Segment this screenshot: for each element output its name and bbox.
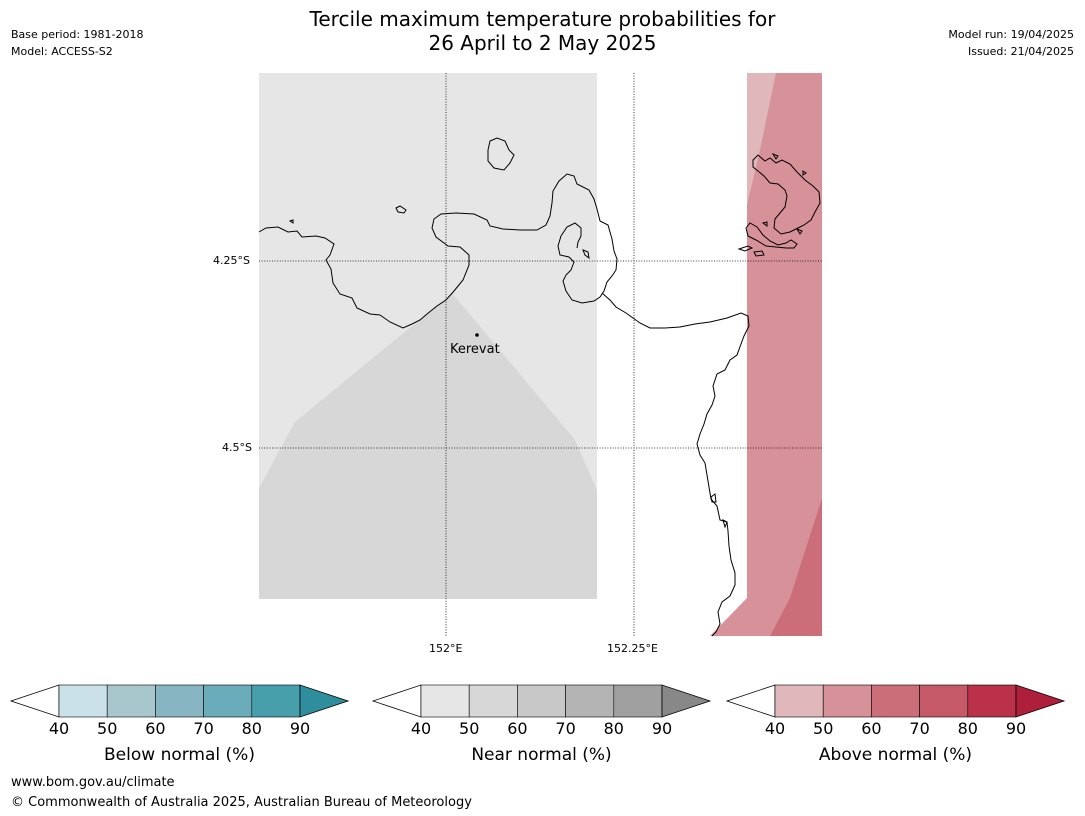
near-segment-3 [565, 684, 615, 718]
colorbar-near-normal [371, 684, 712, 718]
above-lower-extension [725, 684, 776, 718]
above-segment-4 [967, 684, 1017, 718]
above-tick-label: 80 [957, 719, 978, 738]
above-segment-1 [822, 684, 872, 718]
above-tick-label: 40 [764, 719, 786, 738]
near-tick-label: 60 [507, 719, 528, 738]
below-segment-0 [58, 684, 108, 718]
below-segment-4 [251, 684, 301, 718]
near-tick-label: 70 [555, 719, 576, 738]
near-upper-extension [661, 684, 712, 718]
colorbars [9, 684, 1066, 718]
meta-right: Model run: 19/04/2025 Issued: 21/04/2025 [948, 26, 1074, 60]
near-segment-1 [468, 684, 518, 718]
above-upper-extension [1015, 684, 1066, 718]
above-normal-label: Above normal (%) [818, 745, 973, 765]
lon-label-152: 152°E [429, 642, 463, 655]
place-label-kerevat: Kerevat [450, 342, 500, 357]
near-tick-label: 90 [651, 719, 673, 738]
above-tick-label: 70 [909, 719, 930, 738]
model-run-text: Model run: 19/04/2025 [948, 28, 1074, 41]
forecast-map [258, 73, 822, 637]
above-normal-60-region [770, 498, 822, 636]
kerevat-marker [475, 333, 479, 337]
below-normal-label: Below normal (%) [104, 745, 255, 765]
above-segment-3 [919, 684, 969, 718]
above-tick-label: 90 [1005, 719, 1027, 738]
below-upper-extension [299, 684, 350, 718]
lat-label-4-25: 4.25°S [213, 254, 250, 267]
colorbar-below-normal [9, 684, 350, 718]
below-tick-label: 90 [289, 719, 311, 738]
footer-copyright: © Commonwealth of Australia 2025, Austra… [11, 795, 472, 810]
below-tick-label: 50 [97, 719, 118, 738]
near-tick-label: 80 [603, 719, 624, 738]
below-segment-2 [155, 684, 204, 718]
above-segment-2 [871, 684, 920, 718]
below-tick-label: 60 [145, 719, 166, 738]
model-text: Model: ACCESS-S2 [11, 45, 113, 58]
title-line-2: 26 April to 2 May 2025 [428, 31, 657, 55]
near-segment-2 [517, 684, 566, 718]
lon-label-152-25: 152.25°E [607, 642, 658, 655]
below-segment-3 [203, 684, 253, 718]
meta-left: Base period: 1981-2018 Model: ACCESS-S2 [11, 26, 143, 60]
title-line-1: Tercile maximum temperature probabilitie… [309, 7, 776, 31]
graticule [259, 73, 822, 636]
below-tick-label: 70 [193, 719, 214, 738]
near-normal-50-region [259, 293, 597, 599]
colorbar-above-normal [725, 684, 1066, 718]
near-lower-extension [371, 684, 422, 718]
below-segment-1 [106, 684, 156, 718]
above-normal-50-region [710, 73, 822, 636]
above-tick-label: 50 [813, 719, 834, 738]
above-tick-label: 60 [861, 719, 882, 738]
footer-url[interactable]: www.bom.gov.au/climate [11, 775, 175, 790]
below-tick-label: 80 [241, 719, 262, 738]
near-segment-0 [420, 684, 470, 718]
near-normal-label: Near normal (%) [471, 745, 612, 765]
base-period-text: Base period: 1981-2018 [11, 28, 144, 41]
below-tick-label: 40 [48, 719, 70, 738]
chart-title: Tercile maximum temperature probabilitie… [0, 7, 1085, 55]
coastline [258, 137, 821, 637]
below-lower-extension [9, 684, 60, 718]
near-segment-4 [613, 684, 663, 718]
near-tick-label: 50 [459, 719, 480, 738]
above-segment-0 [774, 684, 824, 718]
near-tick-label: 40 [410, 719, 432, 738]
lat-label-4-5: 4.5°S [222, 441, 252, 454]
above-normal-40-region [747, 73, 776, 205]
issued-text: Issued: 21/04/2025 [967, 45, 1074, 58]
